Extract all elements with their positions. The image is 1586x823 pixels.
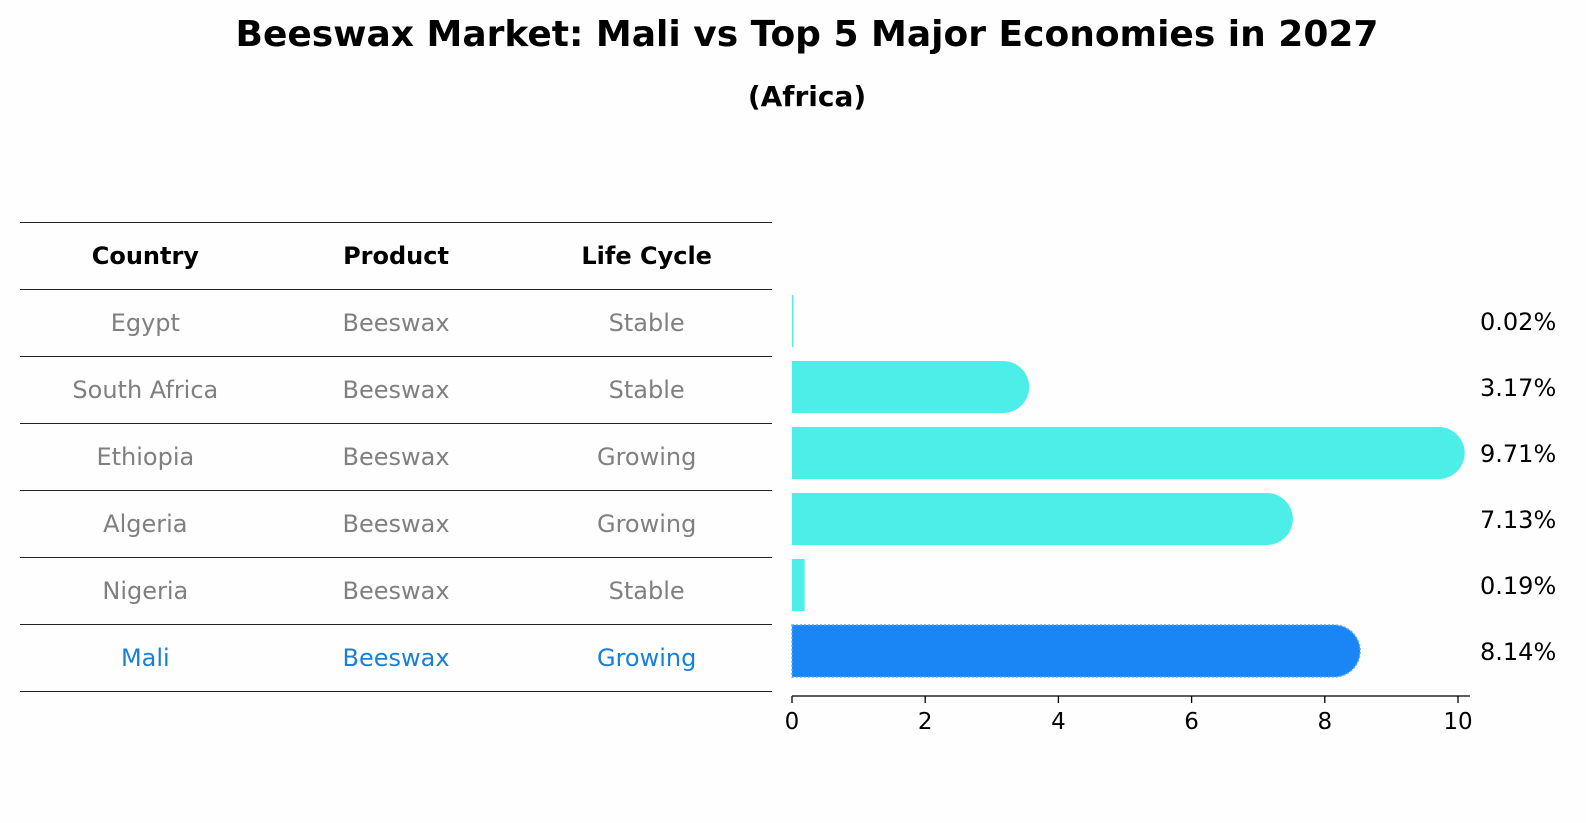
x-tick-label-6: 6: [1184, 709, 1199, 735]
value-label-egypt: 0.02%: [1480, 308, 1556, 336]
cell-product: Beeswax: [342, 443, 450, 471]
bar-egypt: [792, 295, 794, 347]
cell-life-cycle: Stable: [608, 309, 685, 337]
x-tick-label-10: 10: [1443, 709, 1472, 735]
x-tick-label-0: 0: [785, 709, 800, 735]
table-header-row: Country Product Life Cycle: [20, 222, 772, 289]
table-row: Nigeria Beeswax Stable: [20, 557, 772, 624]
cell-life-cycle: Growing: [596, 644, 697, 672]
cell-country: Ethiopia: [96, 443, 195, 471]
cell-product: Beeswax: [342, 376, 450, 404]
bar-nigeria: [792, 559, 805, 611]
cell-country: Mali: [120, 644, 170, 672]
column-header-country: Country: [91, 242, 199, 270]
bar-south-africa: [792, 361, 1030, 413]
value-label-south-africa: 3.17%: [1480, 374, 1556, 402]
cell-product: Beeswax: [342, 644, 450, 672]
column-header-life-cycle: Life Cycle: [581, 242, 712, 270]
cell-life-cycle: Growing: [596, 510, 697, 538]
table-row: South Africa Beeswax Stable: [20, 356, 772, 423]
value-label-ethiopia: 9.71%: [1480, 440, 1556, 468]
value-label-algeria: 7.13%: [1480, 506, 1556, 534]
x-tick-label-4: 4: [1051, 709, 1066, 735]
bar-ethiopia: [792, 427, 1465, 479]
cell-product: Beeswax: [342, 309, 450, 337]
table-row: Egypt Beeswax Stable: [20, 289, 772, 356]
x-tick-label-2: 2: [918, 709, 933, 735]
table-row: Ethiopia Beeswax Growing: [20, 423, 772, 490]
bar-mali: [791, 624, 1361, 678]
chart-subtitle: (Africa): [747, 80, 867, 113]
value-label-mali: 8.14%: [1480, 638, 1556, 666]
cell-country: South Africa: [72, 376, 219, 404]
cell-life-cycle: Growing: [596, 443, 697, 471]
data-table: Country Product Life Cycle Egypt Beeswax…: [20, 222, 772, 692]
cell-life-cycle: Stable: [608, 577, 685, 605]
bar-algeria: [792, 493, 1293, 545]
value-label-nigeria: 0.19%: [1480, 572, 1556, 600]
table-row-highlighted: Mali Beeswax Growing: [20, 624, 772, 692]
cell-country: Nigeria: [102, 577, 189, 605]
table-row: Algeria Beeswax Growing: [20, 490, 772, 557]
cell-product: Beeswax: [342, 577, 450, 605]
column-header-product: Product: [343, 242, 449, 270]
cell-country: Egypt: [110, 309, 180, 337]
cell-country: Algeria: [103, 510, 188, 538]
cell-product: Beeswax: [342, 510, 450, 538]
chart-title: Beeswax Market: Mali vs Top 5 Major Econ…: [235, 14, 1379, 55]
x-tick-label-8: 8: [1317, 709, 1332, 735]
cell-life-cycle: Stable: [608, 376, 685, 404]
